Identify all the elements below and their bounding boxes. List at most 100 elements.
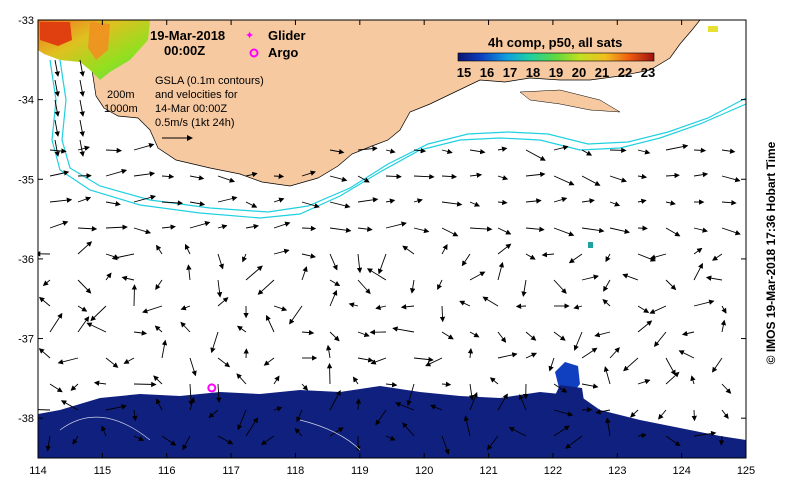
velocity-arrow — [622, 273, 639, 281]
velocity-arrow — [245, 171, 258, 178]
velocity-arrow — [156, 244, 163, 255]
velocity-arrow — [425, 357, 443, 367]
velocity-arrow — [439, 305, 446, 323]
land-mass — [81, 20, 701, 187]
velocity-arrow — [693, 227, 708, 233]
colorbar-tick-label: 23 — [641, 65, 655, 80]
velocity-arrow — [355, 398, 362, 411]
velocity-arrow — [357, 145, 378, 152]
velocity-arrow — [489, 377, 499, 385]
y-axis: -33 -34 -35 -36 -37 -38 — [18, 15, 746, 425]
velocity-arrow — [693, 247, 703, 255]
velocity-arrow — [273, 305, 288, 312]
x-tick-label: 116 — [158, 465, 176, 477]
velocity-arrow — [189, 201, 206, 207]
velocity-arrow — [45, 435, 51, 452]
velocity-arrow — [637, 173, 648, 180]
velocity-arrow — [38, 409, 51, 411]
velocity-arrow — [60, 400, 79, 411]
velocity-arrow — [257, 279, 275, 295]
velocity-arrow — [189, 357, 197, 377]
velocity-arrow — [721, 305, 727, 314]
velocity-arrow — [242, 253, 247, 263]
velocity-arrow — [553, 279, 567, 294]
velocity-arrow — [49, 197, 73, 203]
velocity-arrow — [690, 375, 696, 385]
velocity-arrow — [161, 339, 168, 359]
velocity-arrow — [665, 435, 681, 447]
velocity-arrow — [609, 175, 627, 183]
velocity-arrow — [189, 221, 211, 229]
velocity-arrow — [49, 220, 69, 229]
argo-float-marker[interactable] — [207, 383, 217, 393]
velocity-arrow — [413, 173, 435, 180]
velocity-arrow — [329, 331, 340, 342]
velocity-arrow — [581, 274, 599, 281]
velocity-arrow — [161, 224, 176, 230]
velocity-arrow — [441, 435, 450, 455]
velocity-arrow — [441, 173, 457, 180]
velocity-arrow — [508, 427, 527, 437]
velocity-arrow — [111, 253, 135, 261]
velocity-arrow — [133, 143, 155, 151]
velocity-arrow — [93, 380, 107, 386]
velocity-arrow — [693, 262, 703, 281]
velocity-arrow — [665, 227, 681, 237]
velocity-arrow — [712, 253, 723, 261]
velocity-arrow — [497, 352, 518, 359]
velocity-arrow — [525, 352, 538, 359]
velocity-arrow — [105, 224, 128, 230]
isobath-label-200m: 200m — [107, 89, 135, 101]
velocity-arrow — [54, 139, 60, 157]
velocity-arrow — [155, 279, 163, 291]
velocity-arrow — [459, 300, 471, 307]
velocity-arrow — [385, 221, 407, 229]
velocity-arrow — [245, 223, 259, 230]
velocity-arrow — [413, 198, 423, 204]
velocity-arrow — [678, 350, 695, 359]
velocity-arrow — [623, 357, 639, 372]
velocity-arrow — [497, 146, 508, 152]
velocity-arrow — [441, 331, 454, 340]
velocity-arrow — [329, 201, 351, 209]
velocity-arrow — [649, 305, 667, 314]
velocity-arrow — [665, 279, 677, 291]
velocity-arrow — [469, 148, 486, 155]
x-tick-label: 122 — [544, 465, 562, 477]
velocity-arrow — [461, 253, 471, 267]
velocity-arrow — [329, 253, 338, 271]
velocity-arrow — [385, 382, 398, 388]
velocity-arrow — [132, 409, 138, 422]
velocity-arrow — [375, 409, 387, 426]
x-tick-label: 120 — [415, 465, 433, 477]
colorbar-tick-label: 20 — [572, 65, 586, 80]
velocity-arrow — [525, 198, 542, 204]
velocity-arrow — [497, 393, 508, 411]
velocity-arrow — [721, 383, 732, 394]
velocity-arrow — [553, 383, 568, 393]
velocity-arrow — [245, 265, 263, 281]
glider-icon: ✦ — [245, 30, 254, 42]
velocity-arrow — [637, 305, 650, 313]
isobath-1000m — [59, 59, 746, 213]
velocity-arrow — [294, 427, 303, 437]
velocity-arrow — [133, 381, 157, 388]
velocity-arrow — [525, 331, 537, 341]
velocity-arrow — [329, 149, 345, 155]
colorbar-tick-label: 21 — [595, 65, 609, 80]
velocity-arrow — [101, 425, 107, 437]
velocity-arrow — [133, 227, 152, 235]
velocity-arrow — [609, 347, 620, 359]
velocity-arrow — [79, 79, 85, 97]
velocity-arrow — [497, 243, 512, 255]
velocity-arrow — [553, 331, 566, 341]
velocity-arrow — [210, 331, 219, 354]
credit-text: © IMOS 19-Mar-2018 17:36 Hobart Time — [764, 141, 778, 365]
velocity-arrow — [553, 409, 574, 417]
velocity-arrow — [54, 79, 60, 97]
velocity-arrow — [467, 348, 474, 359]
velocity-arrow — [665, 357, 676, 376]
velocity-arrow — [665, 371, 680, 385]
colorbar-tick-label: 18 — [526, 65, 540, 80]
velocity-arrow — [133, 435, 145, 441]
